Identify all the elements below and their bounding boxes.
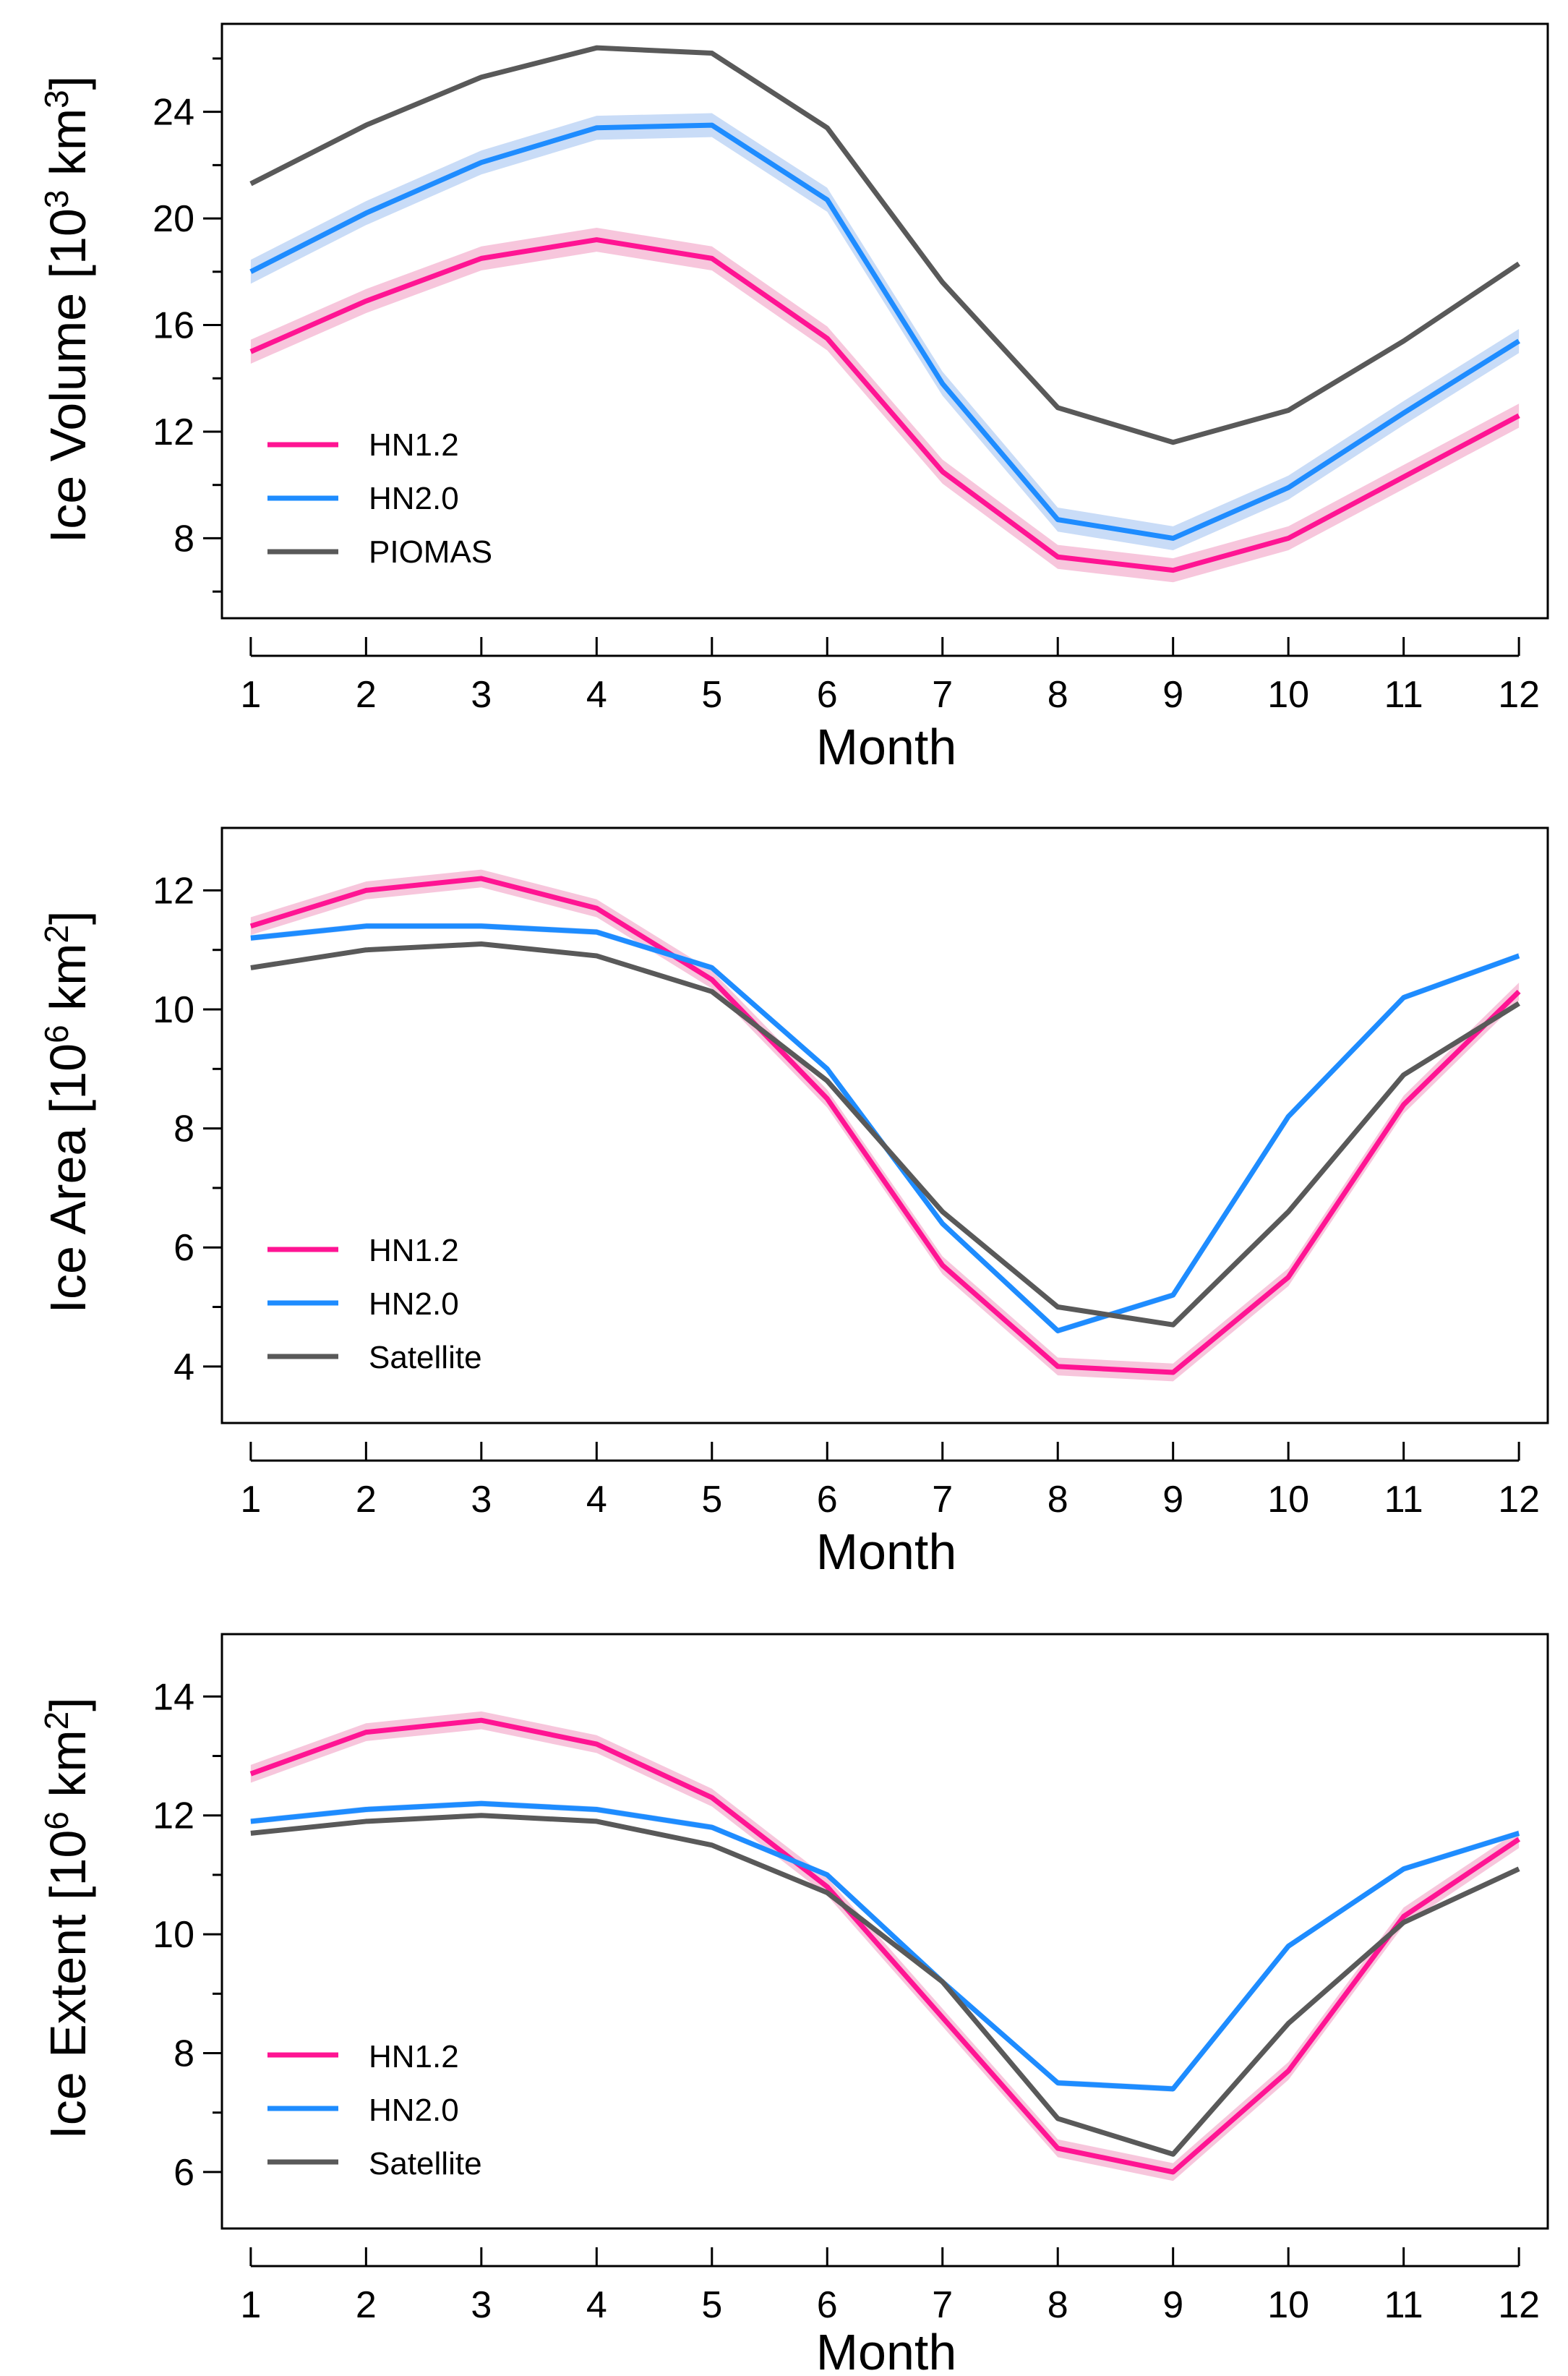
legend-extent [267,2052,338,2165]
x-tick-label: 8 [1048,2284,1068,2326]
y-tick-label: 12 [153,870,194,912]
legend-label-hn12-area: HN1.2 [369,1233,459,1268]
plot-frame-volume [220,22,1549,620]
x-tick-label: 6 [817,674,838,716]
legend-area [267,1247,338,1359]
y-tick-label: 12 [153,411,194,453]
x-tick-label: 10 [1267,2284,1309,2326]
x-tick-label: 3 [471,2284,492,2326]
y-tick-label: 24 [153,92,194,134]
x-tick-label: 6 [817,1479,838,1521]
x-tick-label: 4 [586,2284,607,2326]
line-hn12-volume [249,237,1520,573]
x-tick-label: 10 [1267,674,1309,716]
x-tick-label: 9 [1162,1479,1183,1521]
ylabel-ice-area: Ice Area [106 km2] [38,911,96,1314]
legend-volume [267,442,338,555]
y-ticks-extent: 6 8 10 12 14 [153,1676,222,2194]
legend-label-piomas-volume: PIOMAS [369,534,492,570]
xlabel-month-area: Month [816,1524,957,1580]
x-tick-label: 5 [701,2284,722,2326]
legend-label-satellite-extent: Satellite [369,2146,482,2181]
legend-label-hn12-extent: HN1.2 [369,2039,459,2074]
band-hn12-extent [250,1711,1520,2181]
xlabel-month-extent: Month [816,2324,957,2376]
legend-label-hn12-volume: HN1.2 [369,427,459,463]
line-satellite-area [250,941,1520,1328]
line-satellite-extent [250,1813,1520,2157]
x-tick-label: 3 [471,1479,492,1521]
x-tick-label: 3 [471,674,492,716]
x-tick-label: 11 [1384,674,1423,716]
x-tick-label: 2 [356,674,377,716]
x-tick-label: 7 [932,2284,953,2326]
x-tick-label: 12 [1498,674,1540,716]
x-tick-label: 9 [1162,674,1183,716]
legend-label-hn20-extent: HN2.0 [369,2093,459,2128]
y-tick-label: 10 [153,989,194,1031]
line-hn20-extent [250,1800,1520,2092]
x-tick-label: 9 [1162,2284,1183,2326]
x-tick-label: 7 [932,674,953,716]
x-ticks-extent: 1 2 3 4 5 6 7 8 9 10 11 12 [240,2247,1540,2326]
y-ticks-volume: 8 12 16 20 24 [153,57,222,593]
line-hn12-extent [249,1717,1521,2175]
y-tick-label: 16 [153,305,194,347]
line-piomas-volume [249,45,1521,445]
xlabel-month-volume: Month [816,719,957,775]
legend-label-satellite-area: Satellite [369,1340,482,1375]
ylabel-ice-extent: Ice Extent [106 km2] [38,1697,96,2139]
x-tick-label: 4 [586,674,607,716]
y-tick-label: 14 [153,1676,194,1718]
x-tick-label: 8 [1048,1479,1068,1521]
series-lines-volume [249,45,1521,573]
plot-frame-area [220,826,1549,1424]
plot-frame-extent [220,1633,1549,2230]
y-tick-label: 8 [173,1108,194,1150]
x-tick-label: 5 [701,674,722,716]
x-tick-label: 6 [817,2284,838,2326]
ylabel-ice-volume: Ice Volume [103 km3] [38,76,96,543]
x-tick-label: 11 [1384,1479,1423,1521]
y-tick-label: 8 [173,2033,194,2075]
line-hn12-area [249,876,1521,1375]
x-tick-label: 2 [356,2284,377,2326]
line-hn20-volume [249,122,1520,541]
x-tick-label: 4 [586,1479,607,1521]
y-ticks-area: 4 6 8 10 12 [153,870,222,1388]
x-tick-label: 8 [1048,674,1068,716]
y-tick-label: 6 [173,1227,194,1269]
y-tick-label: 10 [153,1914,194,1956]
x-tick-label: 2 [356,1479,377,1521]
x-tick-label: 10 [1267,1479,1309,1521]
x-tick-label: 1 [240,1479,261,1521]
y-tick-label: 20 [153,198,194,240]
x-tick-label: 1 [240,674,261,716]
series-lines-extent [249,1717,1521,2175]
x-tick-label: 1 [240,2284,261,2326]
legend-label-hn20-area: HN2.0 [369,1286,459,1322]
y-tick-label: 6 [173,2152,194,2194]
x-tick-label: 11 [1384,2284,1423,2326]
x-ticks-volume: 1 2 3 4 5 6 7 8 9 10 11 12 [240,637,1540,716]
panel-ice-volume: Ice Volume [103 km3] Month HN1.2 HN2.0 P… [38,22,1549,775]
y-tick-label: 8 [173,518,194,560]
y-tick-label: 12 [153,1795,194,1837]
y-tick-label: 4 [173,1346,194,1388]
panel-ice-area: Ice Area [106 km2] Month HN1.2 HN2.0 Sat… [38,826,1549,1580]
series-lines-area [249,876,1521,1375]
x-tick-label: 12 [1498,2284,1540,2326]
bands-extent [250,1711,1520,2181]
panel-ice-extent: Ice Extent [106 km2] Month HN1.2 HN2.0 S… [38,1633,1549,2376]
x-ticks-area: 1 2 3 4 5 6 7 8 9 10 11 12 [240,1442,1540,1521]
legend-label-hn20-volume: HN2.0 [369,481,459,516]
x-tick-label: 12 [1498,1479,1540,1521]
x-tick-label: 7 [932,1479,953,1521]
x-tick-label: 5 [701,1479,722,1521]
